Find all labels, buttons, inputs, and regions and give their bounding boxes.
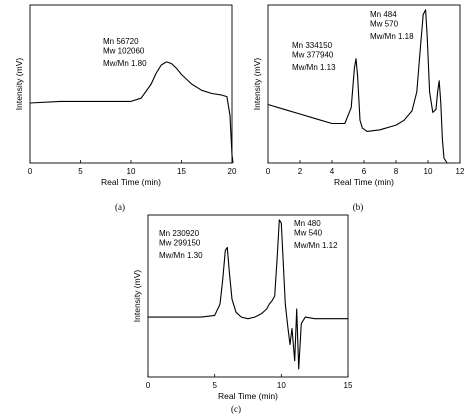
annotation-text: Mn 230920 <box>159 229 200 238</box>
x-tick-label: 15 <box>177 167 186 176</box>
annotation-text: Mw/Mn 1.13 <box>292 63 336 72</box>
x-tick-label: 0 <box>266 167 271 176</box>
annotation-text: Mn 334150 <box>292 41 333 50</box>
x-tick-label: 5 <box>78 167 83 176</box>
annotation-text: Mn 484 <box>370 10 397 19</box>
data-line <box>267 9 448 164</box>
annotation-text: Mw 299150 <box>159 239 201 248</box>
y-axis-label: Intensity (mV) <box>252 58 262 111</box>
x-tick-label: 4 <box>330 167 335 176</box>
annotation-text: Mn 480 <box>294 219 321 228</box>
x-tick-label: 5 <box>212 381 217 390</box>
data-line <box>29 61 234 164</box>
x-tick-label: 10 <box>277 381 286 390</box>
annotation-text: Mw/Mn 1.80 <box>103 59 147 68</box>
annotation-text: Mw 377940 <box>292 51 334 60</box>
x-tick-label: 0 <box>28 167 33 176</box>
annotation-text: Mw/Mn 1.18 <box>370 32 414 41</box>
x-axis-label: Real Time (min) <box>101 177 161 187</box>
y-axis-label: Intensity (mV) <box>14 58 24 111</box>
x-tick-label: 10 <box>127 167 136 176</box>
annotation-text: Mw 570 <box>370 20 399 29</box>
chart-panel-3: 0 5 10 15 Real Time (min) Intensity (mV) Mn 23… <box>132 214 353 414</box>
y-axis-label: Intensity (mV) <box>132 270 142 323</box>
x-axis-label: Real Time (min) <box>218 391 278 401</box>
annotation-text: Mw 102060 <box>103 47 145 56</box>
panel-label: (b) <box>353 202 364 212</box>
x-axis-label: Real Time (min) <box>334 177 394 187</box>
x-tick-label: 0 <box>146 381 151 390</box>
panel-label: (c) <box>231 404 241 414</box>
annotation-text: Mn 56720 <box>103 37 139 46</box>
annotation-text: Mw/Mn 1.30 <box>159 251 203 260</box>
x-tick-label: 6 <box>362 167 367 176</box>
x-tick-label: 2 <box>298 167 303 176</box>
plot-frame <box>147 214 349 378</box>
x-tick-label: 10 <box>424 167 433 176</box>
x-tick-label: 12 <box>456 167 465 176</box>
chart-panel-2: 0 2 4 6 8 10 12 Real Time (min) Intensity (mV) Mn… <box>252 4 465 212</box>
annotation-text: Mw 540 <box>294 229 323 238</box>
x-tick-label: 20 <box>228 167 237 176</box>
plot-frame <box>29 4 233 164</box>
data-line <box>148 219 348 370</box>
x-tick-label: 8 <box>394 167 399 176</box>
chart-panel-1: 0 5 10 15 20 Real Time (min) Intensity (mV) Mn … <box>14 4 237 212</box>
annotation-text: Mw/Mn 1.12 <box>294 241 338 250</box>
x-tick-label: 15 <box>344 381 353 390</box>
panel-label: (a) <box>115 202 125 212</box>
plot-frame <box>267 4 461 164</box>
